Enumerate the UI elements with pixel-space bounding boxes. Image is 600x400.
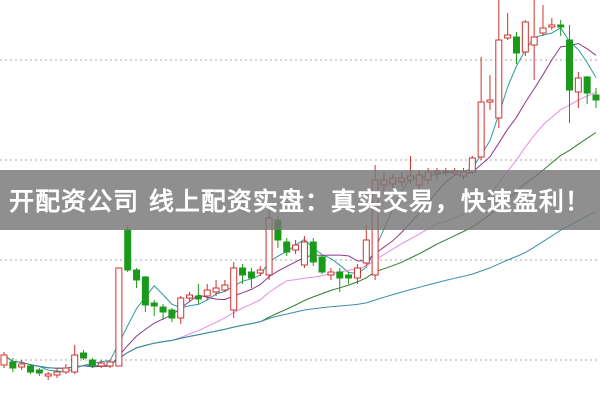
banner-text: 开配资公司 线上配资实盘：真实交易，快速盈利！ [9, 187, 591, 216]
candle-down [88, 359, 96, 366]
candle-up [106, 361, 114, 367]
candle-up [71, 354, 79, 373]
candle-up [292, 244, 300, 251]
candle-down [9, 361, 17, 369]
candle-down [150, 302, 158, 307]
candle-up [362, 239, 370, 264]
candle-up [203, 289, 211, 297]
candle-up [18, 363, 26, 368]
candle-down [35, 369, 43, 374]
candle-up [495, 39, 503, 119]
candle-down [247, 271, 255, 279]
candle-up [574, 77, 582, 93]
ma20-line [3, 91, 597, 369]
candle-up [300, 241, 308, 266]
candle-up [256, 269, 264, 274]
promo-banner: 开配资公司 线上配资实盘：真实交易，快速盈利！ [0, 170, 600, 230]
candle-down [318, 256, 326, 273]
candle-down [124, 229, 132, 271]
candle-down [159, 306, 167, 313]
candle-up [44, 373, 52, 377]
candle-down [283, 241, 291, 253]
candle-up [539, 27, 547, 34]
candle-up [97, 362, 105, 367]
candle-up [477, 101, 485, 158]
ma60-line [3, 210, 597, 369]
candle-down [168, 309, 176, 319]
candle-down [194, 295, 202, 300]
candle-down [141, 276, 149, 306]
candle-up [62, 367, 70, 373]
candle-down [336, 271, 344, 279]
candle-down [583, 76, 591, 94]
candle-down [512, 36, 520, 54]
candle-up [230, 267, 238, 311]
candle-up [115, 267, 123, 367]
candle-down [309, 241, 317, 263]
candle-up [521, 21, 529, 53]
ma5-line [3, 27, 597, 373]
candle-down [565, 39, 573, 91]
candle-up [548, 24, 556, 28]
candle-up [504, 34, 512, 39]
candle-up [186, 294, 194, 299]
candle-down [345, 274, 353, 279]
candle-up [353, 267, 361, 279]
candle-up [0, 354, 8, 366]
candle-down [557, 24, 565, 28]
candle-up [221, 284, 229, 291]
candle-up [530, 36, 538, 46]
candle-up [177, 297, 185, 319]
candle-down [133, 269, 141, 281]
candle-down [592, 94, 600, 101]
candle-up [53, 371, 61, 376]
candle-up [212, 287, 220, 293]
candle-up [327, 271, 335, 276]
candle-down [239, 267, 247, 276]
candle-down [80, 352, 88, 359]
candle-up [486, 99, 494, 103]
ma30-line [3, 132, 597, 369]
candle-down [27, 365, 35, 373]
